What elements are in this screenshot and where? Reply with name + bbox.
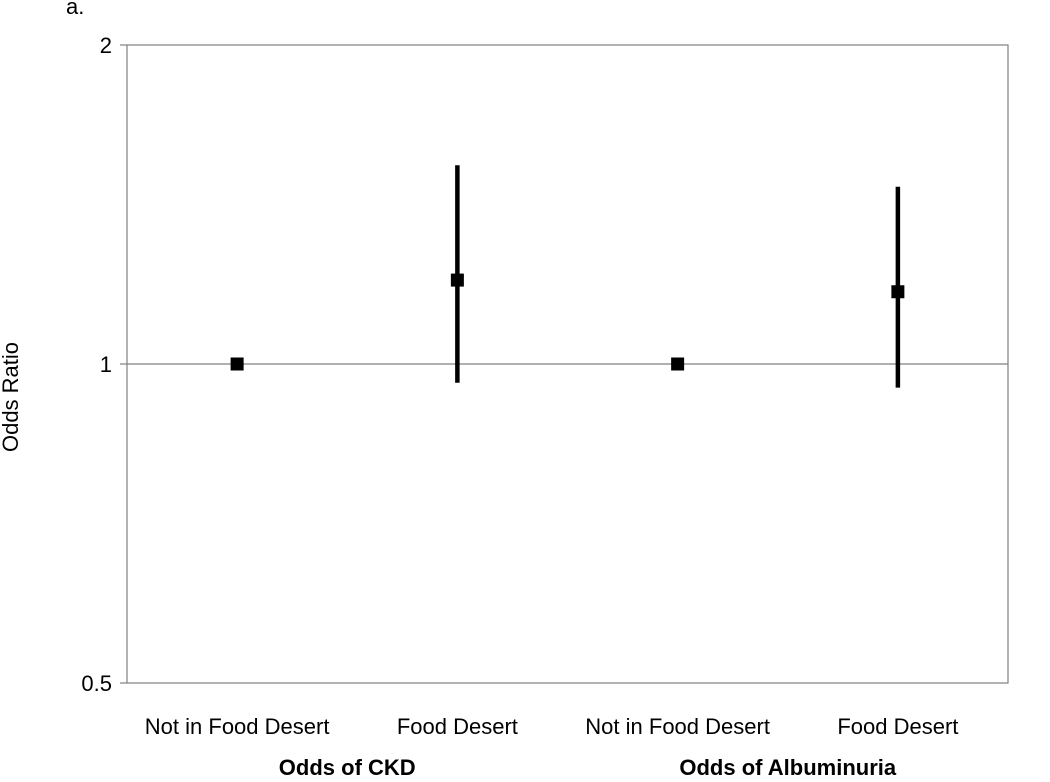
category-label: Food Desert — [397, 714, 518, 739]
group-label: Odds of CKD — [279, 755, 416, 780]
category-label: Not in Food Desert — [585, 714, 770, 739]
odds-ratio-point — [891, 285, 905, 299]
odds-ratio-point — [230, 357, 244, 371]
y-axis-title: Odds Ratio — [0, 342, 23, 452]
y-tick-label: 0.5 — [81, 671, 112, 696]
odds-ratio-point — [450, 273, 464, 287]
odds-ratio-point — [671, 357, 685, 371]
y-tick-label: 2 — [100, 33, 112, 58]
category-label: Not in Food Desert — [145, 714, 330, 739]
axis-layer — [120, 44, 1009, 684]
category-label: Food Desert — [837, 714, 958, 739]
mark-layer — [230, 165, 905, 388]
y-tick-label: 1 — [100, 352, 112, 377]
panel-label: a. — [66, 0, 84, 19]
group-label: Odds of Albuminuria — [679, 755, 896, 780]
label-layer: 2 1 0.5 Not in Food Desert Food Desert Odds o… — [81, 33, 958, 780]
